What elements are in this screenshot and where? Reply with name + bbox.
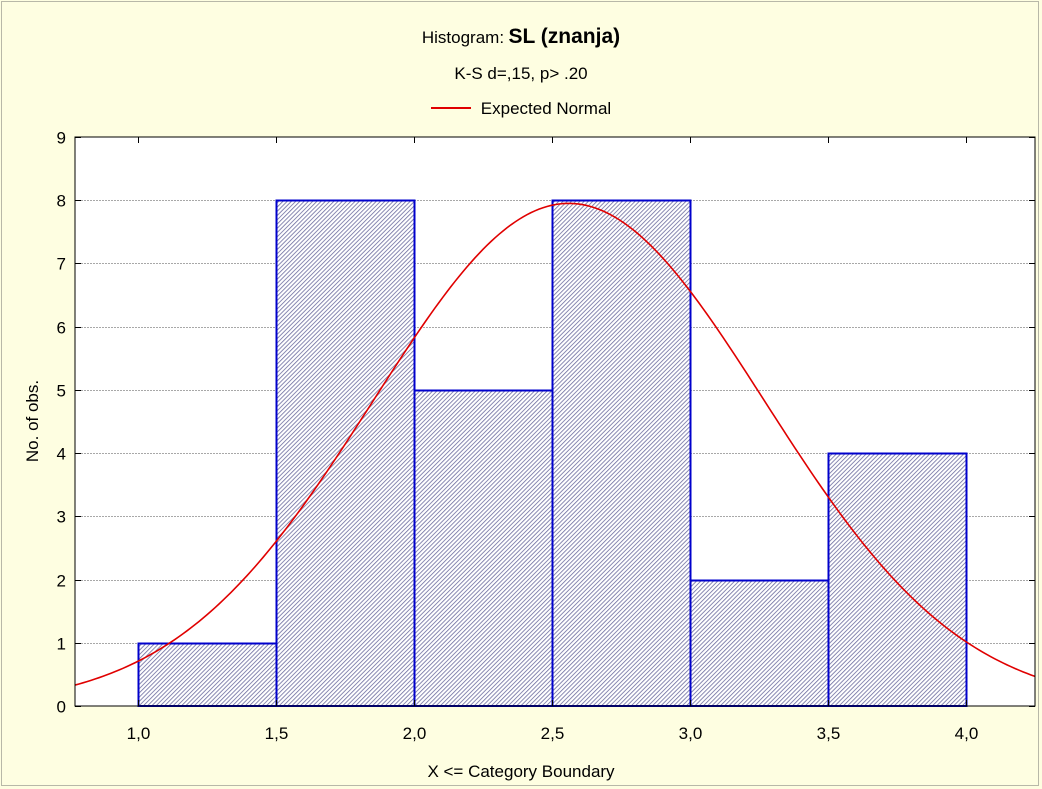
y-tick-label: 8 bbox=[57, 192, 66, 211]
x-tick-label: 2,5 bbox=[541, 724, 565, 743]
histogram-bar bbox=[413, 389, 554, 707]
y-tick-label: 9 bbox=[57, 129, 66, 148]
title-prefix: Histogram: bbox=[421, 28, 505, 47]
x-tick-label: 3,5 bbox=[817, 724, 841, 743]
title-variable: SL (znanja) bbox=[508, 25, 621, 48]
legend: Expected Normal bbox=[0, 99, 1042, 119]
x-tick-label: 2,0 bbox=[403, 724, 427, 743]
y-axis-label: No. of obs. bbox=[23, 379, 42, 463]
x-tick-label: 4,0 bbox=[955, 724, 979, 743]
x-tick-label: 1,0 bbox=[127, 724, 151, 743]
expected-normal-curve bbox=[74, 202, 1036, 686]
histogram-bar bbox=[275, 199, 416, 707]
x-axis-label: X <= Category Boundary bbox=[427, 762, 615, 781]
y-tick-label: 6 bbox=[57, 319, 66, 338]
histogram-bar bbox=[689, 579, 830, 707]
chart-subtitle: K-S d=,15, p> .20 bbox=[454, 64, 588, 83]
expected-normal-line bbox=[74, 202, 1036, 686]
legend-label-expected-normal: Expected Normal bbox=[480, 99, 612, 118]
y-tick-label: 3 bbox=[57, 508, 66, 527]
y-tick-label: 4 bbox=[57, 445, 66, 464]
chart-title: Histogram: SL (znanja) bbox=[0, 25, 1042, 49]
x-tick-label: 1,5 bbox=[265, 724, 289, 743]
histogram-bar bbox=[551, 199, 692, 707]
histogram-bar bbox=[827, 452, 968, 707]
plot-border bbox=[74, 136, 1036, 707]
axis-ticks: 0 1 2 3 4 5 6 7 8 9 1,0 1,5 2,0 2,5 3,0 3,5 4,0 bbox=[57, 129, 1035, 743]
y-tick-label: 5 bbox=[57, 382, 66, 401]
x-tick-label: 3,0 bbox=[679, 724, 703, 743]
y-tick-label: 2 bbox=[57, 572, 66, 591]
y-tick-label: 7 bbox=[57, 255, 66, 274]
legend-swatch-expected-normal bbox=[430, 106, 471, 109]
y-tick-label: 1 bbox=[57, 635, 66, 654]
y-tick-label: 0 bbox=[57, 698, 66, 717]
histogram-bars bbox=[137, 199, 968, 707]
histogram-bar bbox=[137, 642, 278, 707]
